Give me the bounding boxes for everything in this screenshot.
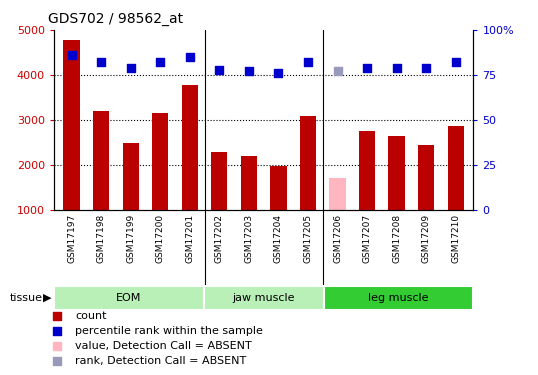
Text: GSM17205: GSM17205 — [303, 214, 313, 263]
Point — [215, 67, 224, 73]
Point — [392, 65, 401, 71]
Bar — [388, 136, 405, 210]
Text: GSM17210: GSM17210 — [451, 214, 460, 263]
Point — [53, 313, 61, 319]
Text: ▶: ▶ — [43, 293, 51, 303]
Point — [67, 52, 76, 58]
Point — [245, 68, 253, 74]
Bar — [182, 85, 198, 210]
Point — [333, 68, 342, 74]
Bar — [329, 178, 345, 210]
Text: GSM17199: GSM17199 — [126, 214, 135, 263]
Point — [451, 59, 460, 65]
Bar — [270, 166, 287, 210]
Text: jaw muscle: jaw muscle — [232, 293, 295, 303]
Bar — [54, 286, 204, 310]
Point — [156, 59, 165, 65]
Text: GSM17207: GSM17207 — [363, 214, 372, 263]
Text: GSM17209: GSM17209 — [422, 214, 430, 263]
Text: EOM: EOM — [116, 293, 141, 303]
Point — [53, 328, 61, 334]
Text: GSM17204: GSM17204 — [274, 214, 283, 263]
Bar — [152, 113, 168, 210]
Point — [422, 65, 430, 71]
Bar — [211, 152, 228, 210]
Bar — [204, 286, 323, 310]
Bar — [240, 156, 257, 210]
Text: GDS702 / 98562_at: GDS702 / 98562_at — [48, 12, 183, 26]
Point — [303, 59, 312, 65]
Bar — [63, 40, 80, 210]
Text: rank, Detection Call = ABSENT: rank, Detection Call = ABSENT — [75, 356, 246, 366]
Text: GSM17198: GSM17198 — [97, 214, 105, 263]
Text: GSM17203: GSM17203 — [244, 214, 253, 263]
Text: leg muscle: leg muscle — [368, 293, 429, 303]
Bar — [300, 116, 316, 210]
Text: count: count — [75, 311, 107, 321]
Text: GSM17197: GSM17197 — [67, 214, 76, 263]
Text: GSM17201: GSM17201 — [185, 214, 194, 263]
Text: GSM17206: GSM17206 — [333, 214, 342, 263]
Bar — [93, 111, 109, 210]
Bar — [323, 286, 473, 310]
Point — [53, 343, 61, 349]
Text: GSM17200: GSM17200 — [155, 214, 165, 263]
Point — [53, 358, 61, 364]
Text: tissue: tissue — [10, 293, 43, 303]
Text: GSM17202: GSM17202 — [215, 214, 224, 263]
Text: GSM17208: GSM17208 — [392, 214, 401, 263]
Point — [186, 54, 194, 60]
Text: percentile rank within the sample: percentile rank within the sample — [75, 326, 263, 336]
Point — [97, 59, 105, 65]
Text: value, Detection Call = ABSENT: value, Detection Call = ABSENT — [75, 340, 252, 351]
Point — [363, 65, 371, 71]
Bar — [418, 145, 434, 210]
Bar — [123, 143, 139, 210]
Point — [126, 65, 135, 71]
Bar — [448, 126, 464, 210]
Point — [274, 70, 282, 76]
Bar — [359, 131, 375, 210]
